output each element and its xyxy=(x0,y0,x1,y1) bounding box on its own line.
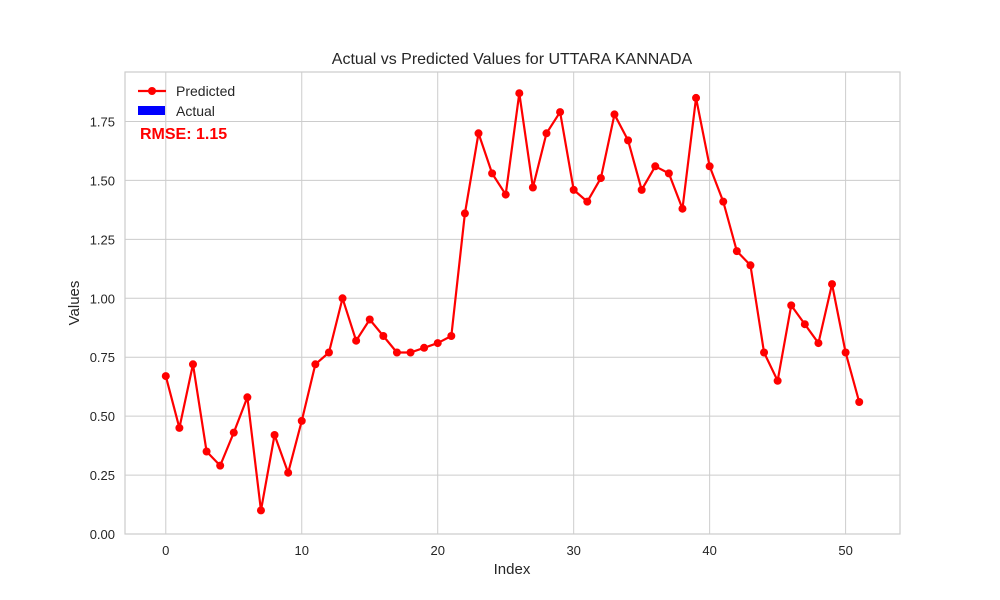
legend-predicted-marker xyxy=(148,87,156,95)
predicted-data-point xyxy=(161,372,170,381)
y-axis-title: Values xyxy=(66,281,83,326)
series-layer xyxy=(161,89,864,515)
predicted-data-point xyxy=(773,376,782,385)
predicted-data-point xyxy=(651,162,660,171)
predicted-data-point xyxy=(297,416,306,425)
predicted-data-point xyxy=(787,301,796,310)
predicted-series-line xyxy=(164,92,861,512)
y-tick-label: 1.00 xyxy=(90,291,115,306)
predicted-data-point xyxy=(637,185,646,194)
predicted-data-point xyxy=(814,339,823,348)
x-tick-label: 20 xyxy=(430,543,444,558)
predicted-data-point xyxy=(379,332,388,340)
predicted-data-point xyxy=(406,348,415,357)
predicted-data-point xyxy=(474,129,483,138)
predicted-data-point xyxy=(324,348,333,357)
predicted-data-point xyxy=(175,423,184,432)
y-tick-label: 1.75 xyxy=(90,115,115,130)
predicted-data-point xyxy=(270,431,279,439)
predicted-data-point xyxy=(746,261,755,270)
predicted-data-point xyxy=(420,343,429,352)
x-tick-label: 50 xyxy=(838,543,852,558)
predicted-data-point xyxy=(760,348,769,357)
legend-actual-label: Actual xyxy=(176,103,215,119)
predicted-data-point xyxy=(705,162,714,171)
rmse-annotation: RMSE: 1.15 xyxy=(140,126,227,143)
y-tick-label: 0.50 xyxy=(90,409,115,424)
predicted-data-point xyxy=(311,360,320,369)
predicted-data-point xyxy=(460,209,469,218)
chart-title: Actual vs Predicted Values for UTTARA KA… xyxy=(332,51,693,68)
predicted-data-point xyxy=(664,169,673,178)
predicted-data-point xyxy=(542,129,551,138)
predicted-data-point xyxy=(841,348,850,357)
predicted-data-point xyxy=(569,185,578,194)
predicted-data-point xyxy=(610,110,619,119)
legend-actual-swatch xyxy=(138,106,165,115)
legend-item-predicted: Predicted xyxy=(138,83,235,99)
y-axis-ticks: 0.00 0.25 0.50 0.75 1.00 1.25 1.50 1.75 xyxy=(90,115,115,543)
predicted-data-point xyxy=(365,315,374,324)
predicted-data-point xyxy=(855,398,864,406)
x-tick-label: 0 xyxy=(162,543,169,558)
predicted-data-point xyxy=(447,332,456,340)
x-tick-label: 40 xyxy=(702,543,716,558)
predicted-data-point xyxy=(216,461,225,470)
predicted-data-point xyxy=(583,197,592,206)
plot-area xyxy=(124,71,901,535)
predicted-data-point xyxy=(488,169,497,178)
predicted-data-point xyxy=(692,93,701,102)
predicted-data-point xyxy=(556,108,565,117)
x-tick-label: 30 xyxy=(566,543,580,558)
predicted-data-point xyxy=(732,247,741,256)
predicted-data-point xyxy=(528,183,537,192)
y-tick-label: 1.25 xyxy=(90,232,115,247)
legend-predicted-label: Predicted xyxy=(176,83,235,99)
predicted-data-point xyxy=(433,339,442,348)
predicted-data-point xyxy=(828,280,837,289)
predicted-data-point xyxy=(284,468,293,477)
predicted-data-point xyxy=(229,428,238,437)
predicted-data-point xyxy=(338,294,347,303)
predicted-data-point xyxy=(515,89,524,98)
y-tick-label: 0.25 xyxy=(90,468,115,483)
predicted-data-point xyxy=(188,360,197,369)
x-axis-ticks: 0 10 20 30 40 50 xyxy=(162,543,853,558)
predicted-data-point xyxy=(501,190,510,199)
predicted-data-point xyxy=(352,336,361,345)
plot-frame xyxy=(124,71,901,535)
y-tick-label: 1.50 xyxy=(90,173,115,188)
predicted-data-point xyxy=(202,447,211,456)
y-tick-label: 0.00 xyxy=(90,527,115,542)
predicted-data-point xyxy=(596,174,605,183)
predicted-data-point xyxy=(624,136,633,145)
y-tick-label: 0.75 xyxy=(90,350,115,365)
predicted-data-point xyxy=(800,320,809,329)
x-axis-title: Index xyxy=(494,561,531,578)
legend: Predicted Actual xyxy=(138,83,235,119)
x-tick-label: 10 xyxy=(295,543,309,558)
predicted-data-point xyxy=(392,348,401,357)
predicted-data-point xyxy=(678,204,687,213)
predicted-data-point xyxy=(243,393,252,402)
predicted-data-point xyxy=(719,197,728,206)
legend-item-actual: Actual xyxy=(138,103,215,119)
predicted-data-point xyxy=(256,506,265,515)
